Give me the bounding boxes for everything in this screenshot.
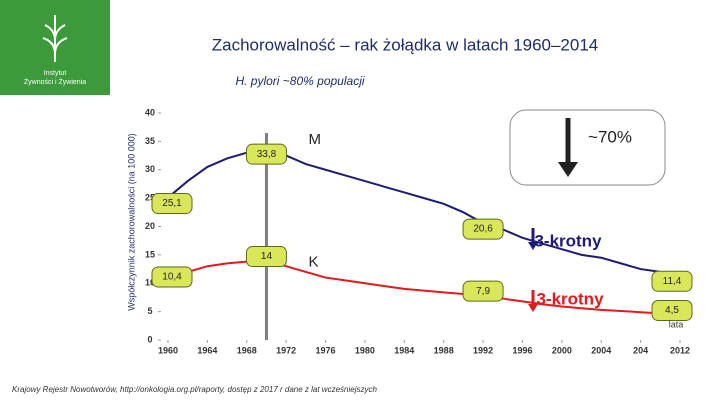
value-label-box — [245, 246, 287, 268]
value-label-box — [651, 270, 693, 292]
x-tick-label: 1980 — [355, 345, 375, 355]
y-tick-label: 40 — [145, 107, 155, 117]
value-label: 7,9 — [476, 286, 490, 297]
drop-text: 3-krotny — [534, 231, 602, 250]
drop-text: 3-krotny — [536, 289, 604, 308]
x-tick-label: 1988 — [434, 345, 454, 355]
callout-box — [509, 109, 666, 186]
x-tick-label: 1972 — [276, 345, 296, 355]
x-axis-label: lata — [669, 319, 684, 329]
x-tick-label: 1968 — [237, 345, 257, 355]
x-tick-label: 204 — [633, 345, 648, 355]
y-tick-label: 30 — [145, 164, 155, 174]
value-label: 4,5 — [665, 305, 679, 316]
value-label-box — [245, 143, 287, 165]
arrow-head — [528, 304, 538, 312]
logo-text: Instytut — [44, 70, 67, 77]
logo-text: Żywności i Żywienia — [24, 77, 86, 86]
y-tick-label: 25 — [145, 193, 155, 203]
value-label: 14 — [261, 251, 273, 262]
x-tick-label: 1992 — [473, 345, 493, 355]
callout-text: ~70% — [588, 127, 632, 146]
x-tick-label: 1960 — [158, 345, 178, 355]
chart-subtitle: H. pylori ~80% populacji — [235, 74, 364, 88]
value-label-box — [462, 280, 504, 302]
x-tick-label: 1964 — [197, 345, 217, 355]
value-label-box — [651, 299, 693, 321]
value-label-box — [462, 218, 504, 240]
value-label-box — [151, 193, 193, 215]
y-tick-label: 20 — [145, 221, 155, 231]
x-tick-label: 2000 — [552, 345, 572, 355]
chart-title: Zachorowalność – rak żołądka w latach 19… — [212, 35, 599, 54]
y-tick-label: 35 — [145, 136, 155, 146]
series-name: M — [308, 131, 321, 148]
x-tick-label: 1984 — [394, 345, 414, 355]
arrow-head — [528, 242, 538, 250]
y-tick-label: 5 — [147, 306, 152, 316]
arrow-head — [558, 162, 578, 177]
value-label: 25,1 — [162, 198, 182, 209]
value-label: 10,4 — [162, 272, 182, 283]
x-tick-label: 1976 — [316, 345, 336, 355]
x-tick-label: 1996 — [512, 345, 532, 355]
value-label-box — [151, 266, 193, 288]
value-label: 20,6 — [473, 224, 493, 235]
source-note: Krajowy Rejestr Nowotworów, http://onkol… — [12, 385, 377, 394]
value-label: 11,4 — [663, 276, 682, 287]
y-tick-label: 15 — [145, 249, 155, 259]
y-axis-label: Współczynnik zachorowalności (na 100 000… — [126, 133, 136, 311]
y-tick-label: 10 — [145, 278, 155, 288]
x-tick-label: 2012 — [670, 345, 690, 355]
logo-icon — [42, 15, 68, 62]
series-name: K — [308, 254, 318, 271]
y-tick-label: 0 — [147, 334, 152, 344]
x-tick-label: 2004 — [591, 345, 611, 355]
value-label: 33,8 — [257, 149, 277, 160]
